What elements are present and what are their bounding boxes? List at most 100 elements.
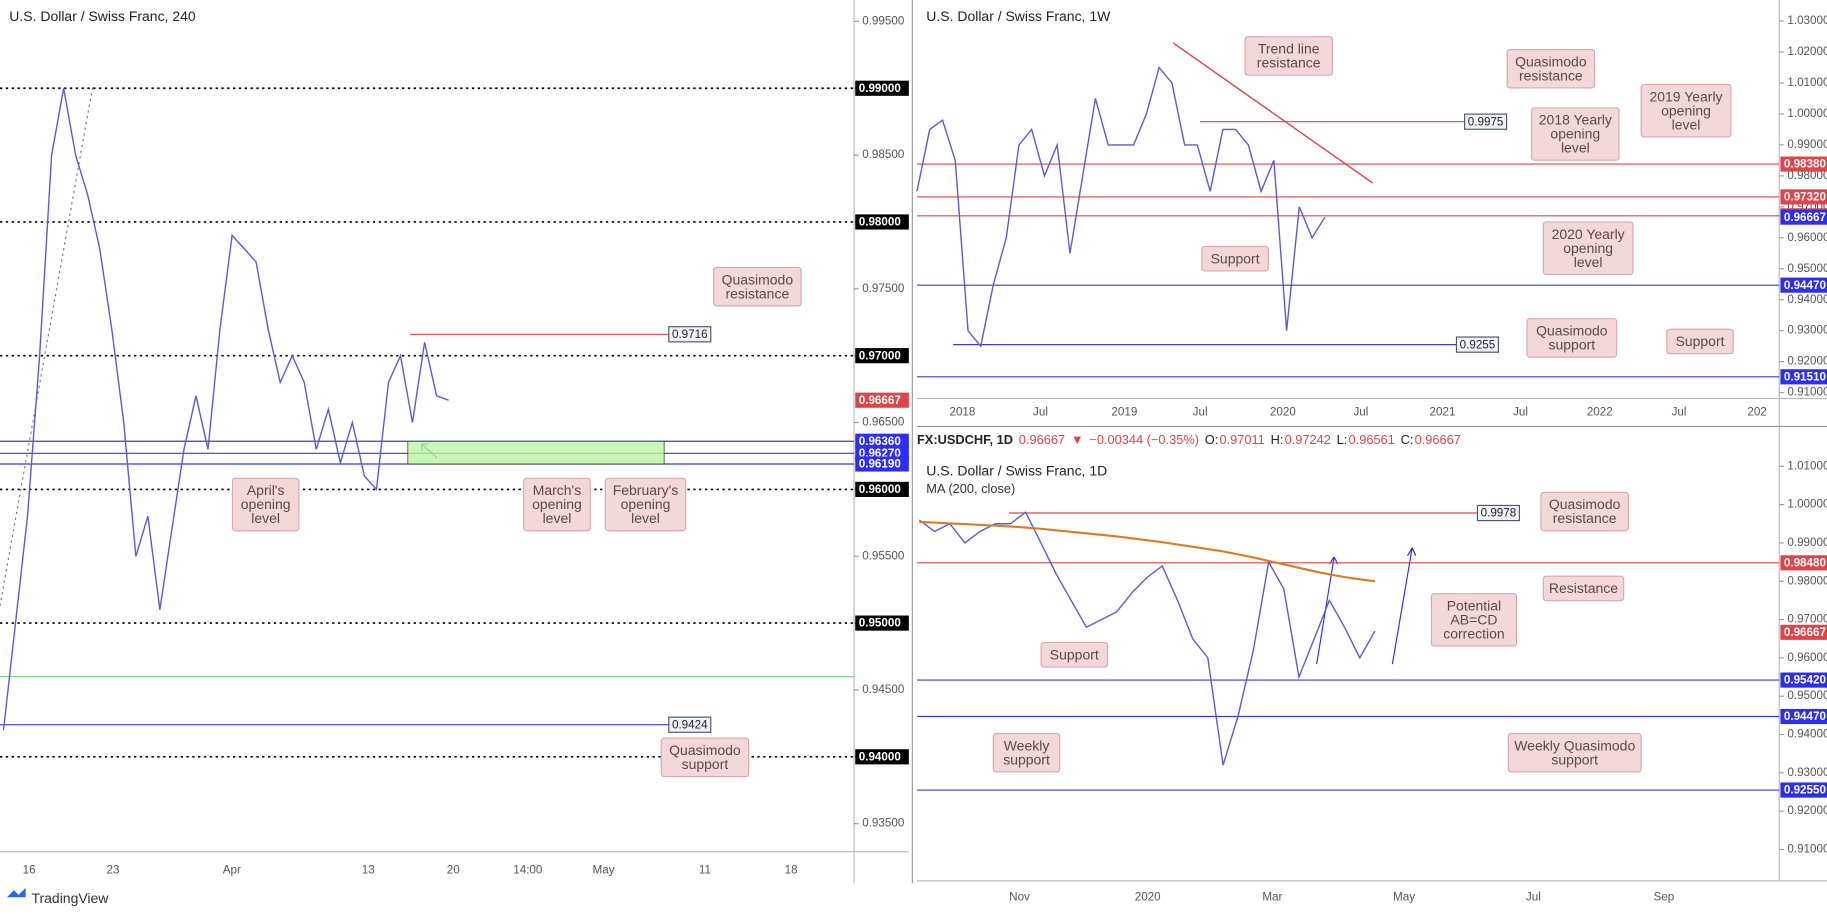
header-item: 0.96667: [1019, 432, 1065, 447]
x-tick-label: 2020: [1270, 406, 1296, 419]
chart-title: U.S. Dollar / Swiss Franc, 1D: [926, 463, 1107, 479]
annotation: Resistance: [1542, 575, 1625, 602]
price-badge: [855, 392, 909, 408]
level-box: [668, 716, 712, 733]
x-tick-label: 2022: [1587, 406, 1613, 419]
level-label: 0.9716: [672, 328, 708, 341]
legend-entry: MA (200, close): [926, 481, 1015, 496]
y-tick-label: 0.91000: [1787, 843, 1827, 856]
x-tick-label: Jul: [1193, 406, 1208, 419]
price-badge: [1780, 189, 1827, 205]
y-tick-label: 0.96500: [862, 416, 905, 429]
annotation: April's opening level: [231, 477, 300, 532]
price-badge: [855, 481, 909, 497]
x-tick-label: Apr: [223, 863, 241, 876]
price-label: 0.96667: [1784, 626, 1826, 639]
x-tick-label: Jul: [1513, 406, 1528, 419]
y-tick-label: 0.93000: [1787, 766, 1827, 779]
price-line: [916, 65, 1326, 348]
annotation: Trend line resistance: [1244, 36, 1333, 76]
y-tick-label: 0.98500: [862, 148, 905, 161]
price-badge: [1780, 369, 1827, 385]
header-item: O:: [1205, 432, 1219, 447]
price-badge: [855, 433, 909, 449]
header-item: L:: [1337, 432, 1348, 447]
x-tick-label: 13: [362, 863, 375, 876]
x-tick-label: Mar: [1262, 890, 1282, 903]
price-badge: [855, 749, 909, 765]
y-tick-label: 0.95000: [1787, 262, 1827, 275]
level-box: [1476, 504, 1520, 522]
y-tick-label: 0.92000: [1787, 355, 1827, 368]
price-badge: [855, 456, 909, 472]
price-label: 0.98480: [1784, 556, 1826, 569]
y-tick-label: 0.94500: [862, 683, 905, 696]
header-item: H:: [1271, 432, 1284, 447]
price-label: 0.96190: [859, 458, 901, 471]
y-tick-label: 0.96000: [1787, 651, 1827, 664]
price-badge: [1780, 782, 1827, 798]
y-tick-label: 0.99000: [1787, 138, 1827, 151]
x-tick-label: 16: [23, 863, 36, 876]
annotation: Support: [1040, 642, 1109, 668]
y-tick-label: 1.02000: [1787, 45, 1827, 58]
x-tick-label: Jul: [1672, 406, 1687, 419]
price-badge: [855, 615, 909, 631]
price-label: 0.95420: [1784, 674, 1826, 687]
price-badge: [1780, 277, 1827, 293]
price-label: 0.96000: [859, 483, 901, 496]
price-label: 0.96360: [859, 435, 901, 448]
x-tick-label: May: [593, 863, 615, 876]
annotation: Quasimodo support: [1526, 318, 1618, 358]
y-tick-label: 0.95500: [862, 549, 905, 562]
price-badge: [1780, 209, 1827, 225]
x-tick-label: May: [1393, 890, 1415, 903]
x-tick-label: 2021: [1430, 406, 1456, 419]
level-box: [1464, 113, 1508, 130]
ma-line: [919, 520, 1376, 583]
header-item: 0.97242: [1285, 432, 1331, 447]
y-tick-label: 0.99500: [862, 14, 905, 27]
chart-title: U.S. Dollar / Swiss Franc, 240: [9, 8, 196, 24]
y-tick-label: 0.91000: [1787, 386, 1827, 399]
header-item: C:: [1401, 432, 1414, 447]
header-item: 0.96561: [1349, 432, 1395, 447]
y-tick-label: 0.93500: [862, 817, 905, 830]
y-tick-label: 0.92000: [1787, 804, 1827, 817]
price-badge: [855, 214, 909, 230]
header-item: 0.96667: [1415, 432, 1461, 447]
y-tick-label: 1.00000: [1787, 107, 1827, 120]
trend-line: [1172, 42, 1373, 184]
brand: TradingView: [31, 890, 109, 907]
price-label: 0.97320: [1784, 191, 1826, 204]
annotation: 2018 Yearly opening level: [1531, 107, 1620, 161]
y-tick-label: 0.98000: [1787, 574, 1827, 587]
price-badge: [1780, 708, 1827, 725]
x-tick-label: 2018: [949, 406, 975, 419]
price-label: 0.98000: [859, 216, 901, 229]
price-badge: [855, 80, 909, 96]
price-badge: [1780, 156, 1827, 172]
header-item: ▼: [1071, 432, 1084, 447]
zone: [407, 440, 665, 465]
price-label: 0.92550: [1784, 784, 1826, 797]
header-item: 0.97011: [1219, 432, 1264, 447]
price-label: 0.96667: [859, 394, 901, 407]
y-tick-label: 1.01000: [1787, 76, 1827, 89]
price-badge: [855, 348, 909, 364]
x-tick-label: Jul: [1526, 890, 1541, 903]
x-tick-label: 14:00: [513, 863, 543, 876]
arrow: [1391, 547, 1417, 665]
price-label: 0.91510: [1784, 370, 1826, 383]
y-tick-label: 0.94000: [1787, 728, 1827, 741]
annotation: March's opening level: [523, 477, 591, 532]
price-label: 0.94470: [1784, 279, 1826, 292]
annotation: Quasimodo resistance: [713, 266, 802, 307]
y-tick-label: 0.99000: [1787, 536, 1827, 549]
annotation: February's opening level: [604, 477, 687, 532]
x-tick-label: 23: [107, 863, 120, 876]
x-tick-label: 11: [699, 863, 711, 876]
y-tick-label: 1.00000: [1787, 498, 1827, 511]
x-tick-label: 20: [447, 863, 460, 876]
